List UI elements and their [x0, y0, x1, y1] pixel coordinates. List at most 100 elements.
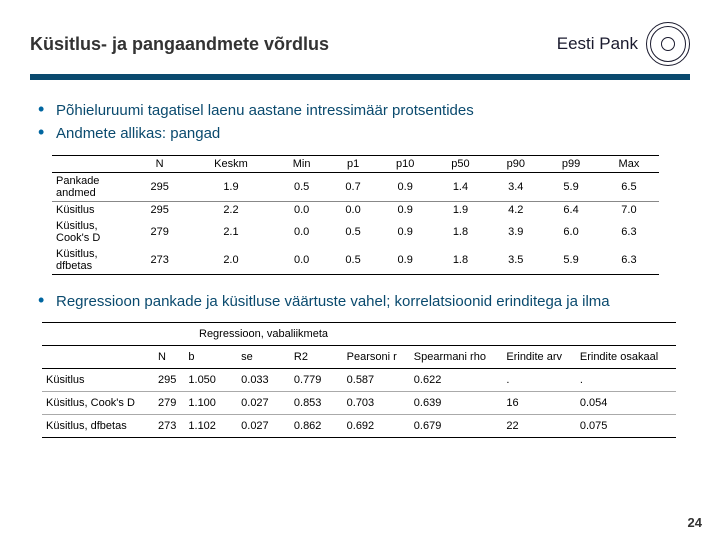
col-header — [154, 323, 184, 346]
cell: 279 — [132, 218, 187, 246]
table-row: Pankade andmed2951.90.50.70.91.43.45.96.… — [52, 172, 659, 201]
cell: . — [502, 369, 576, 392]
stats-table-1: N Keskm Min p1 p10 p50 p90 p99 Max Panka… — [52, 155, 659, 275]
cell: 6.0 — [543, 218, 598, 246]
cell: 1.100 — [184, 392, 237, 415]
cell: 16 — [502, 392, 576, 415]
bullet-text: Andmete allikas: pangad — [56, 125, 220, 142]
cell: 0.703 — [343, 392, 410, 415]
col-header: Keskm — [187, 155, 274, 172]
page-number: 24 — [688, 515, 702, 530]
cell: Küsitlus, Cook's D — [52, 218, 132, 246]
cell: 4.2 — [488, 201, 543, 218]
cell: 1.9 — [187, 172, 274, 201]
col-header — [343, 323, 410, 346]
cell: 295 — [154, 369, 184, 392]
cell: 22 — [502, 415, 576, 438]
slide-title: Küsitlus- ja pangaandmete võrdlus — [30, 34, 329, 55]
table-row: Küsitlus, Cook's D2792.10.00.50.91.83.96… — [52, 218, 659, 246]
col-header — [42, 323, 154, 346]
cell: 0.033 — [237, 369, 290, 392]
cell: 7.0 — [599, 201, 659, 218]
cell: 0.639 — [410, 392, 503, 415]
col-header: se — [237, 346, 290, 369]
col-header: N — [132, 155, 187, 172]
bullet-list-2: Regressioon pankade ja küsitluse väärtus… — [38, 289, 690, 312]
col-header: p90 — [488, 155, 543, 172]
cell: 1.9 — [433, 201, 488, 218]
brand-text: Eesti Pank — [557, 34, 638, 54]
table-row: Küsitlus, Cook's D2791.1000.0270.8530.70… — [42, 392, 676, 415]
cell: 0.9 — [378, 201, 433, 218]
col-header: p10 — [378, 155, 433, 172]
cell: 273 — [154, 415, 184, 438]
col-header — [576, 323, 676, 346]
cell: 0.5 — [329, 218, 378, 246]
cell: 0.692 — [343, 415, 410, 438]
col-header: N — [154, 346, 184, 369]
col-header: Min — [275, 155, 329, 172]
col-header: Pearsoni r — [343, 346, 410, 369]
cell: 0.027 — [237, 415, 290, 438]
brand: Eesti Pank — [557, 22, 690, 66]
cell: 0.0 — [329, 201, 378, 218]
cell: 6.3 — [599, 218, 659, 246]
cell: 279 — [154, 392, 184, 415]
cell: . — [576, 369, 676, 392]
cell: 0.587 — [343, 369, 410, 392]
cell: 0.0 — [275, 246, 329, 275]
stats-table-2: Regressioon, vabaliikmeta N b se R2 Pear… — [42, 322, 676, 438]
table-row: Küsitlus, dfbetas2731.1020.0270.8620.692… — [42, 415, 676, 438]
cell: 5.9 — [543, 246, 598, 275]
bullet-text: Regressioon pankade ja küsitluse väärtus… — [56, 293, 610, 310]
cell: Küsitlus, Cook's D — [42, 392, 154, 415]
cell: 1.050 — [184, 369, 237, 392]
col-header: R2 — [290, 346, 343, 369]
group-header: Regressioon, vabaliikmeta — [184, 323, 342, 346]
col-header — [502, 323, 576, 346]
cell: 0.9 — [378, 218, 433, 246]
cell: 295 — [132, 172, 187, 201]
cell: Pankade andmed — [52, 172, 132, 201]
cell: 0.054 — [576, 392, 676, 415]
col-header — [42, 346, 154, 369]
bullet-item: Andmete allikas: pangad — [38, 121, 690, 144]
col-header: Erindite arv — [502, 346, 576, 369]
cell: 2.2 — [187, 201, 274, 218]
table-row: Küsitlus, dfbetas2732.00.00.50.91.83.55.… — [52, 246, 659, 275]
cell: 0.5 — [275, 172, 329, 201]
bullet-item: Põhieluruumi tagatisel laenu aastane int… — [38, 98, 690, 121]
cell: 0.779 — [290, 369, 343, 392]
bullet-item: Regressioon pankade ja küsitluse väärtus… — [38, 289, 690, 312]
col-header: Spearmani rho — [410, 346, 503, 369]
cell: 2.0 — [187, 246, 274, 275]
cell: 2.1 — [187, 218, 274, 246]
cell: 6.4 — [543, 201, 598, 218]
divider — [30, 74, 690, 80]
cell: 3.9 — [488, 218, 543, 246]
cell: 1.4 — [433, 172, 488, 201]
col-header: Max — [599, 155, 659, 172]
table-row: Küsitlus2951.0500.0330.7790.5870.622.. — [42, 369, 676, 392]
cell: 0.9 — [378, 172, 433, 201]
cell: 0.679 — [410, 415, 503, 438]
header: Küsitlus- ja pangaandmete võrdlus Eesti … — [30, 22, 690, 66]
cell: 6.5 — [599, 172, 659, 201]
cell: 1.102 — [184, 415, 237, 438]
cell: 273 — [132, 246, 187, 275]
table-row: Küsitlus2952.20.00.00.91.94.26.47.0 — [52, 201, 659, 218]
cell: 0.853 — [290, 392, 343, 415]
cell: 5.9 — [543, 172, 598, 201]
cell: 0.9 — [378, 246, 433, 275]
cell: Küsitlus — [42, 369, 154, 392]
bullet-text: Põhieluruumi tagatisel laenu aastane int… — [56, 102, 474, 119]
cell: 3.5 — [488, 246, 543, 275]
col-header: Erindite osakaal — [576, 346, 676, 369]
brand-seal-icon — [646, 22, 690, 66]
cell: 0.622 — [410, 369, 503, 392]
cell: 6.3 — [599, 246, 659, 275]
cell: 0.862 — [290, 415, 343, 438]
cell: Küsitlus, dfbetas — [42, 415, 154, 438]
bullet-list-1: Põhieluruumi tagatisel laenu aastane int… — [38, 98, 690, 145]
col-header: p50 — [433, 155, 488, 172]
